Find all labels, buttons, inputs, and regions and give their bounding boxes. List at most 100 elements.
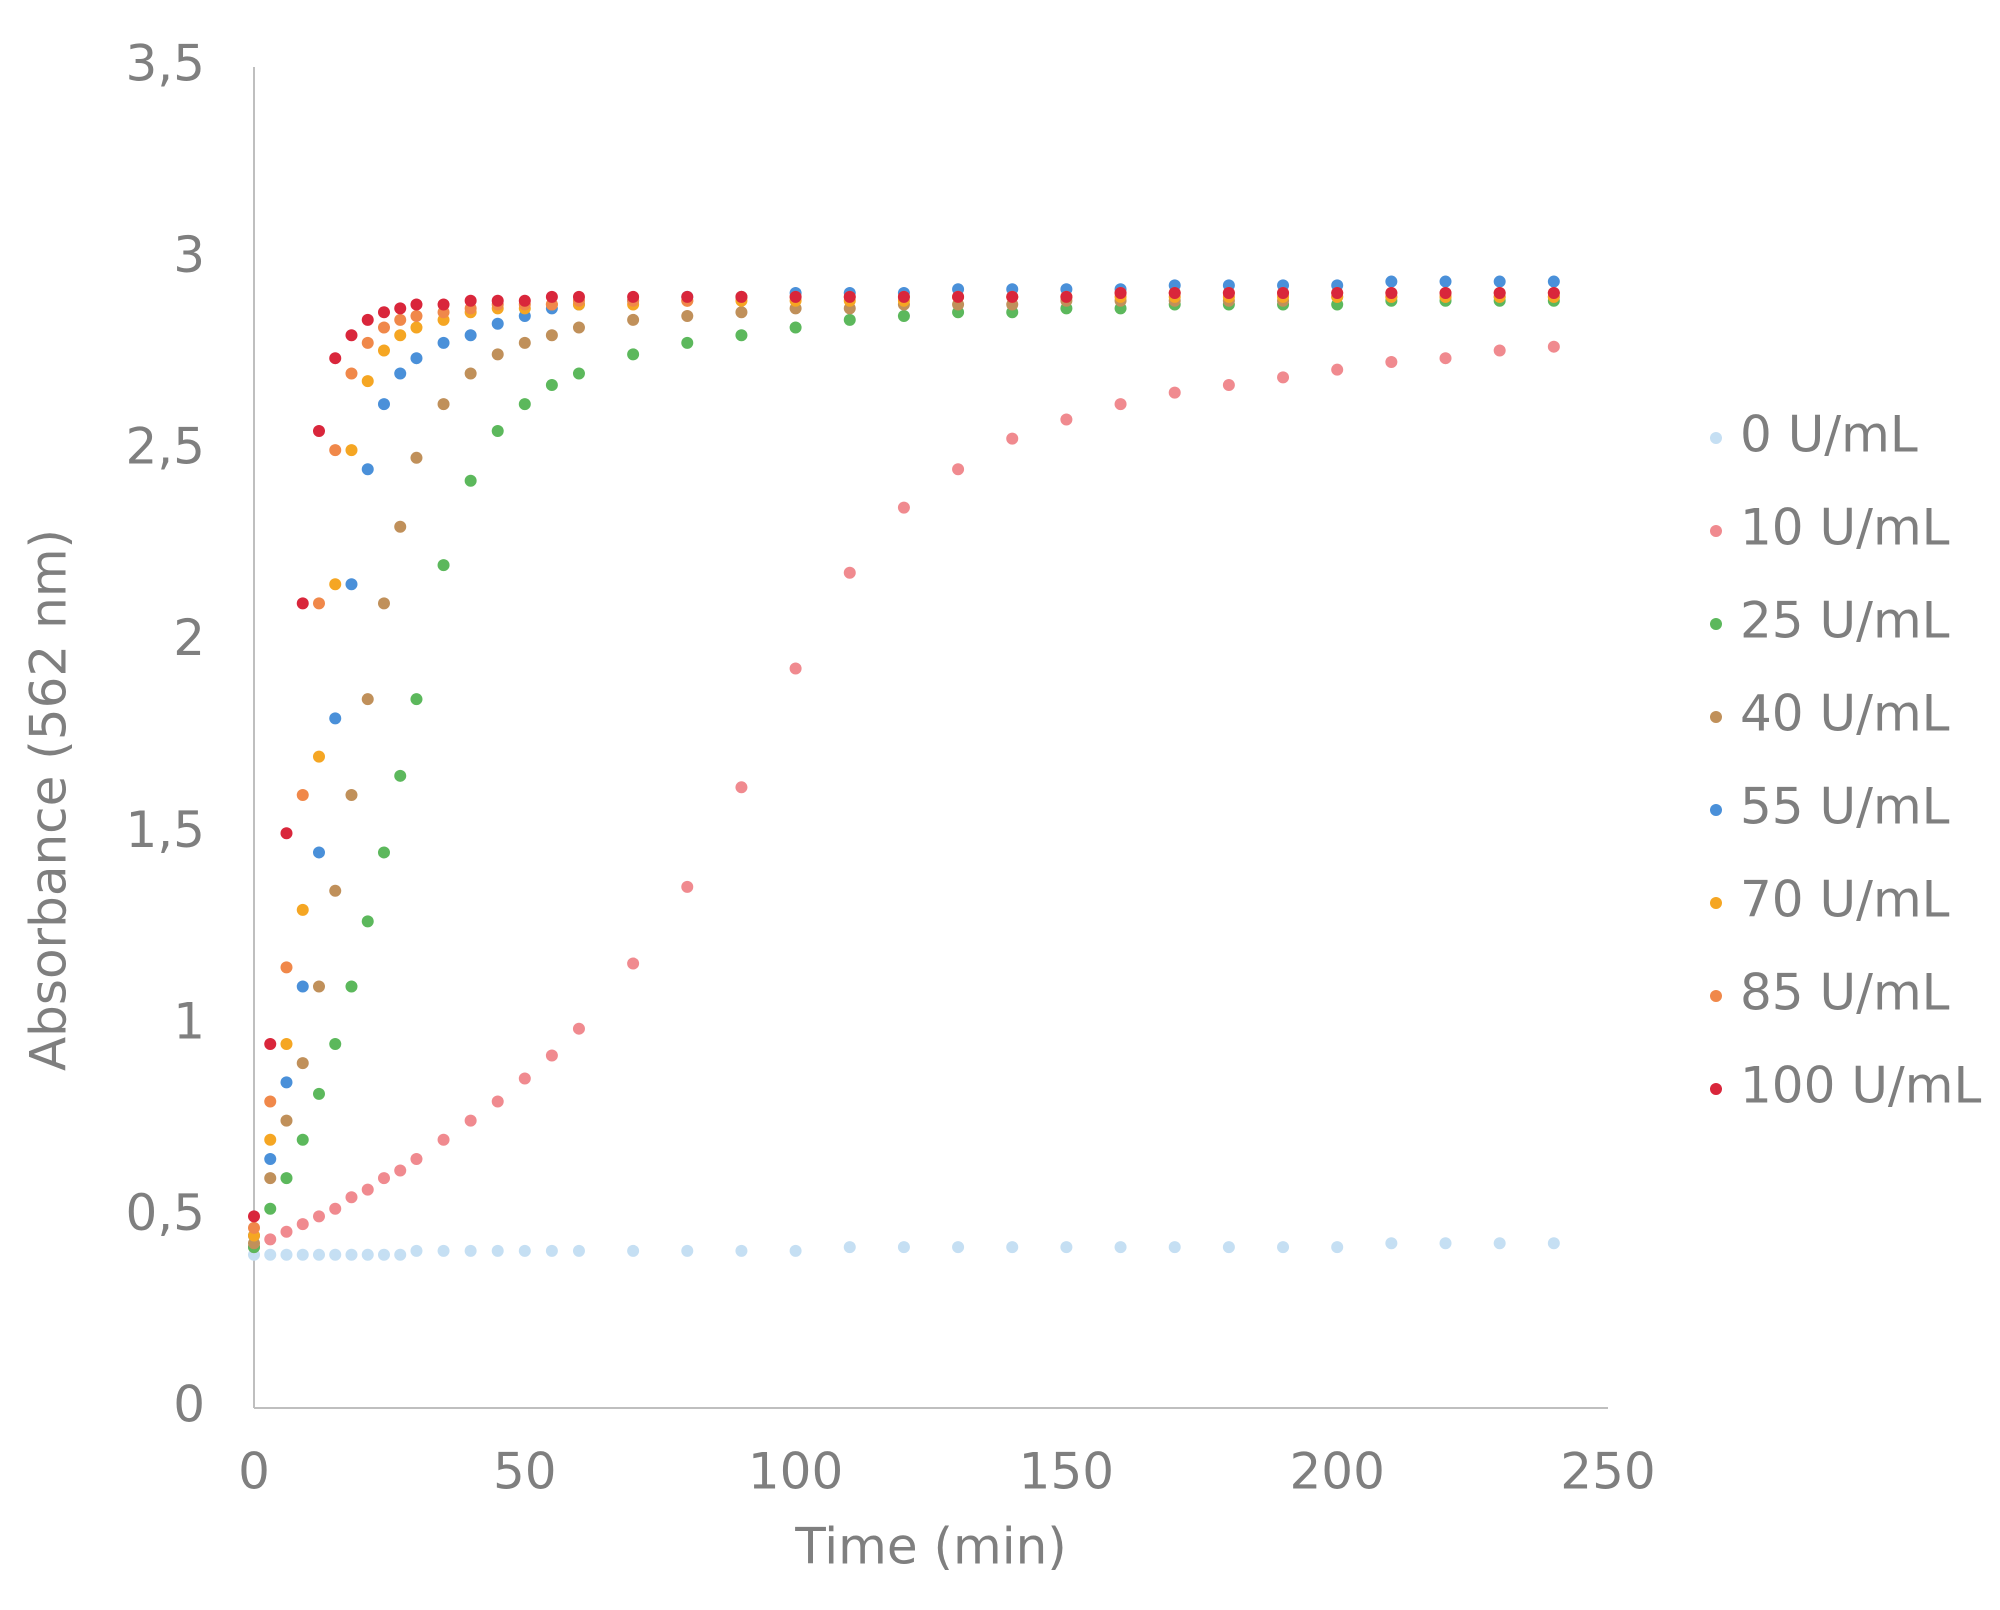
data-point	[437, 336, 450, 349]
data-point	[1493, 287, 1506, 300]
data-point	[1060, 290, 1073, 303]
legend-marker	[1710, 618, 1722, 630]
y-tick-label: 1,5	[125, 801, 205, 859]
data-point	[789, 290, 802, 303]
data-point	[545, 329, 558, 342]
data-point	[410, 1152, 423, 1165]
data-point	[345, 367, 358, 380]
data-point	[377, 398, 390, 411]
data-point	[1168, 287, 1181, 300]
data-point	[280, 1114, 293, 1127]
data-point	[345, 788, 358, 801]
data-point	[627, 290, 640, 303]
data-point	[1547, 340, 1560, 353]
legend-marker	[1710, 1083, 1722, 1095]
data-point	[410, 298, 423, 311]
data-point	[329, 352, 342, 365]
data-point	[1060, 1241, 1073, 1254]
data-point	[843, 566, 856, 579]
data-point	[1222, 287, 1235, 300]
data-point	[1385, 287, 1398, 300]
legend-marker	[1710, 525, 1722, 537]
data-point	[264, 1133, 277, 1146]
data-point	[394, 1248, 407, 1261]
data-point	[394, 302, 407, 315]
x-tick-label: 150	[1019, 1443, 1114, 1501]
data-point	[843, 313, 856, 326]
data-point	[394, 769, 407, 782]
data-point	[735, 290, 748, 303]
data-point	[410, 1244, 423, 1257]
data-point	[312, 597, 325, 610]
legend-label: 25 U/mL	[1740, 592, 1950, 650]
data-point	[789, 321, 802, 334]
data-point	[1385, 275, 1398, 288]
data-point	[789, 1244, 802, 1257]
x-tick-label: 250	[1560, 1443, 1655, 1501]
data-point	[377, 321, 390, 334]
data-point	[491, 348, 504, 361]
y-tick-label: 0,5	[125, 1184, 205, 1242]
data-point	[572, 321, 585, 334]
data-point	[1547, 1237, 1560, 1250]
data-point	[361, 915, 374, 928]
data-point	[1222, 379, 1235, 392]
data-point	[437, 298, 450, 311]
data-point	[1168, 386, 1181, 399]
data-point	[410, 321, 423, 334]
data-point	[361, 375, 374, 388]
data-point	[1493, 344, 1506, 357]
data-point	[491, 294, 504, 307]
data-point	[1222, 1241, 1235, 1254]
data-point	[897, 1241, 910, 1254]
data-point	[329, 578, 342, 591]
data-point	[345, 444, 358, 457]
y-tick-label: 2,5	[125, 418, 205, 476]
data-point	[329, 884, 342, 897]
data-point	[545, 1049, 558, 1062]
data-point	[545, 379, 558, 392]
data-point	[345, 329, 358, 342]
data-point	[394, 329, 407, 342]
data-point	[545, 290, 558, 303]
data-point	[345, 1248, 358, 1261]
data-point	[1331, 287, 1344, 300]
legend-marker	[1710, 804, 1722, 816]
data-point	[1006, 290, 1019, 303]
data-point	[681, 880, 694, 893]
data-point	[377, 306, 390, 319]
data-point	[296, 1218, 309, 1231]
data-point	[897, 290, 910, 303]
data-point	[464, 1114, 477, 1127]
data-point	[518, 294, 531, 307]
data-point	[843, 290, 856, 303]
y-axis-label: Absorbance (562 nm)	[20, 529, 78, 1071]
data-point	[361, 1183, 374, 1196]
data-point	[264, 1248, 277, 1261]
data-point	[518, 398, 531, 411]
x-tick-label: 100	[748, 1443, 843, 1501]
data-point	[518, 336, 531, 349]
data-point	[280, 961, 293, 974]
data-point	[312, 980, 325, 993]
data-point	[377, 597, 390, 610]
data-point	[1385, 1237, 1398, 1250]
data-point	[735, 1244, 748, 1257]
data-point	[464, 367, 477, 380]
data-point	[312, 424, 325, 437]
data-point	[248, 1210, 260, 1223]
data-point	[296, 788, 309, 801]
data-point	[264, 1233, 277, 1246]
data-point	[1439, 1237, 1452, 1250]
data-point	[296, 903, 309, 916]
data-point	[345, 1191, 358, 1204]
data-point	[843, 1241, 856, 1254]
data-point	[264, 1095, 277, 1108]
data-point	[296, 1057, 309, 1070]
data-point	[897, 501, 910, 514]
data-point	[1439, 275, 1452, 288]
data-point	[312, 1087, 325, 1100]
data-point	[627, 348, 640, 361]
data-point	[312, 1210, 325, 1223]
